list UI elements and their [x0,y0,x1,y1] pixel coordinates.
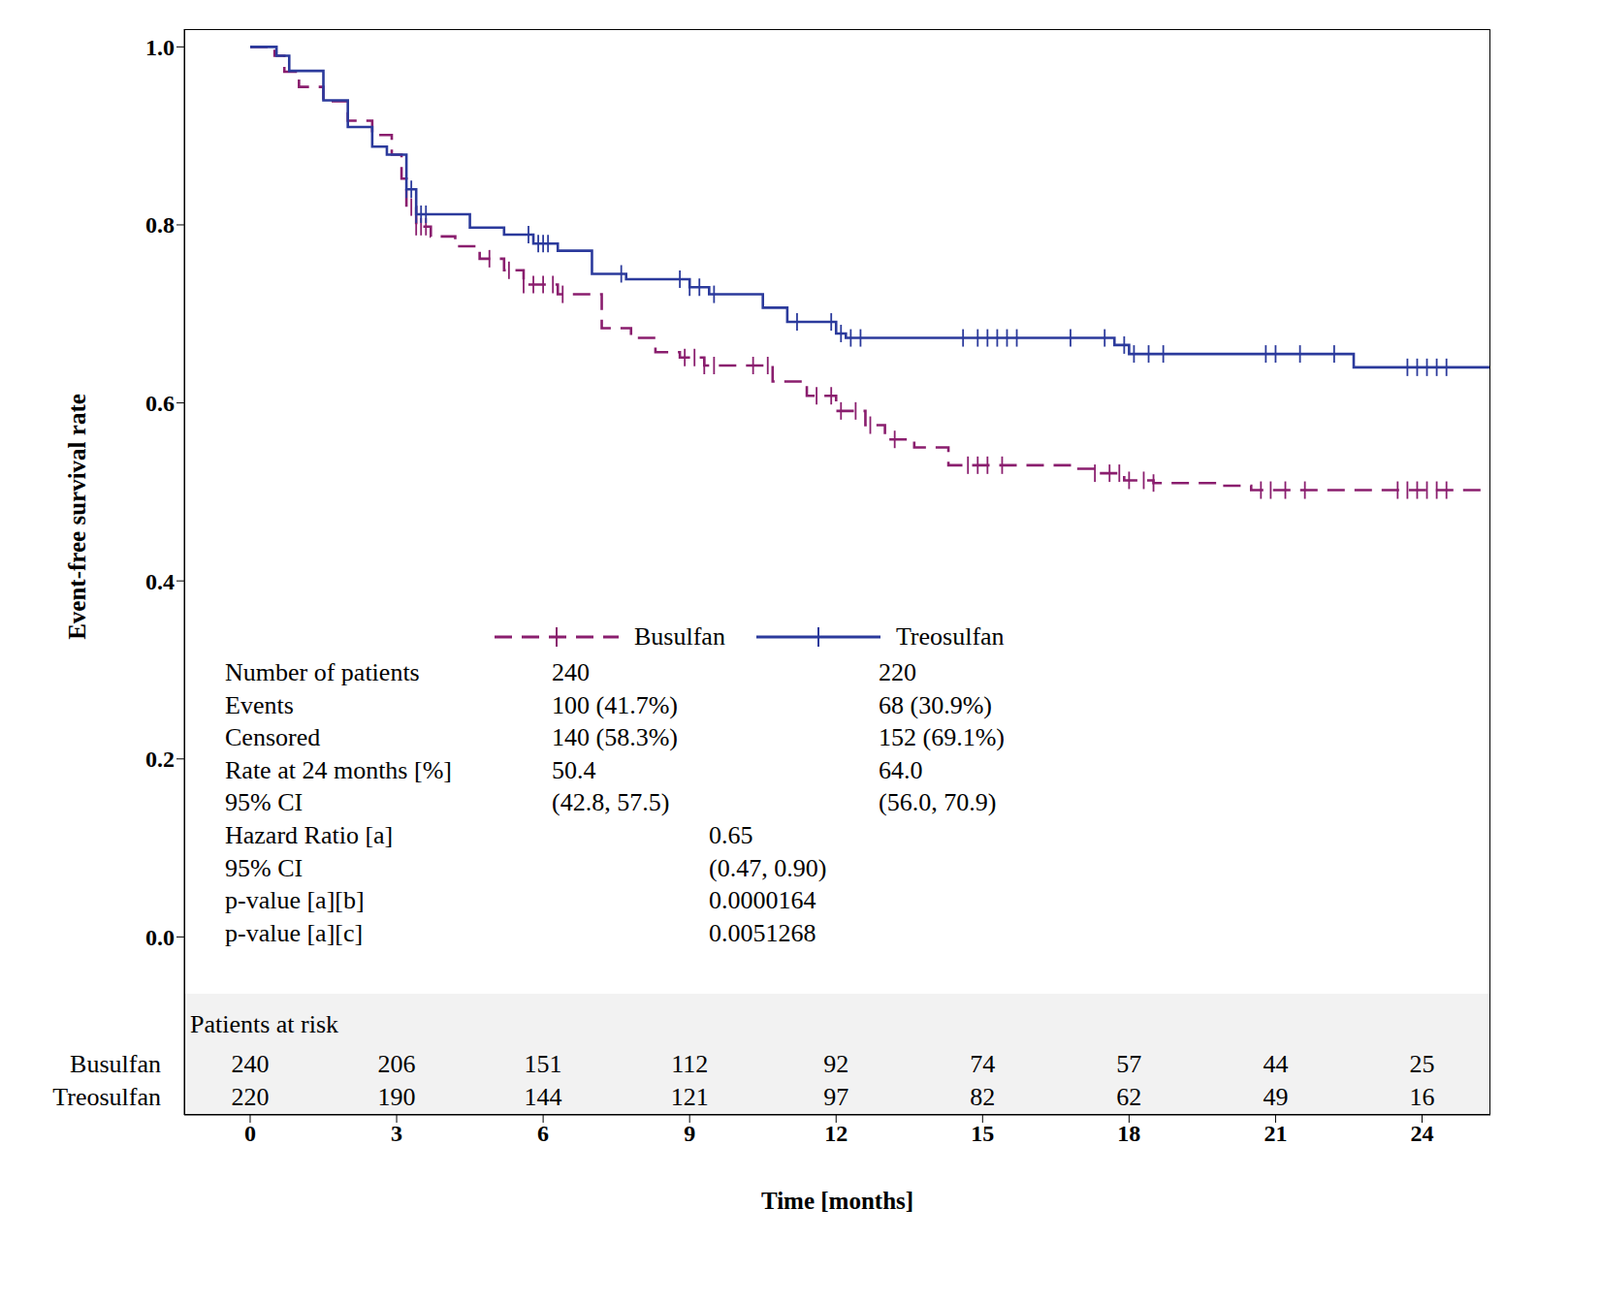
svg-text:0.6: 0.6 [145,390,175,416]
html-text:Treosulfan: Treosulfan [52,1083,161,1112]
html-text:151: 151 [524,1050,563,1079]
html-text:0.65: 0.65 [708,821,753,850]
html-text:68 (30.9%): 68 (30.9%) [878,691,992,720]
html-text:(42.8, 57.5): (42.8, 57.5) [551,788,670,817]
html-text:0.0051268: 0.0051268 [708,919,816,948]
html-text:25: 25 [1409,1050,1435,1079]
html-text:Busulfan: Busulfan [69,1050,161,1079]
html-text:220: 220 [231,1083,270,1112]
html-text:0.0000164: 0.0000164 [708,886,816,915]
html-text:Hazard Ratio [a]: Hazard Ratio [a] [224,821,394,850]
html-text:Number of patients: Number of patients [224,658,420,687]
html-text:Time [months]: Time [months] [761,1187,914,1215]
html-text:100 (41.7%): 100 (41.7%) [551,691,678,720]
html-text:Busulfan: Busulfan [634,622,726,651]
svg-text:15: 15 [970,1120,994,1147]
html-text:112: 112 [671,1050,709,1079]
html-text:Event-free survival rate: Event-free survival rate [64,393,91,640]
html-text:240: 240 [551,658,590,687]
html-text:240: 240 [231,1050,270,1079]
html-text:190: 190 [377,1083,416,1112]
html-text:50.4: 50.4 [551,756,596,785]
svg-text:12: 12 [824,1120,848,1147]
html-text:44: 44 [1262,1050,1289,1079]
html-text:Censored: Censored [224,723,321,752]
html-text:95% CI: 95% CI [224,788,303,817]
html-text:49: 49 [1262,1083,1289,1112]
svg-text:0.8: 0.8 [145,212,175,238]
html-text:74: 74 [969,1050,996,1079]
html-text:Events: Events [224,691,294,720]
html-text:Treosulfan: Treosulfan [895,622,1005,651]
html-text:220: 220 [878,658,917,687]
html-text:(0.47, 0.90): (0.47, 0.90) [708,853,827,883]
svg-text:3: 3 [390,1120,403,1147]
html-text:p-value [a][c]: p-value [a][c] [224,919,363,948]
html-text:144: 144 [524,1083,563,1112]
svg-text:0.4: 0.4 [145,569,175,595]
html-text:Rate at 24 months [%]: Rate at 24 months [%] [224,756,452,785]
svg-text:6: 6 [537,1120,549,1147]
html-text:62: 62 [1116,1083,1142,1112]
html-text:121: 121 [670,1083,709,1112]
html-text:95% CI: 95% CI [224,853,303,883]
svg-text:9: 9 [683,1120,696,1147]
svg-text:1.0: 1.0 [145,34,175,61]
svg-text:0.0: 0.0 [145,925,175,951]
svg-text:21: 21 [1263,1120,1287,1147]
html-text:206: 206 [377,1050,416,1079]
html-text:64.0: 64.0 [878,756,923,785]
html-text:140 (58.3%): 140 (58.3%) [551,723,678,752]
svg-text:0.2: 0.2 [145,746,175,772]
svg-text:18: 18 [1117,1120,1141,1147]
svg-text:0: 0 [244,1120,256,1147]
html-text:16: 16 [1409,1083,1435,1112]
html-text:57: 57 [1116,1050,1142,1079]
svg-text:24: 24 [1410,1120,1435,1147]
html-text:92: 92 [823,1050,849,1079]
html-text:152 (69.1%): 152 (69.1%) [878,723,1005,752]
html-text:97: 97 [823,1083,849,1112]
html-text:82: 82 [969,1083,996,1112]
html-text:(56.0, 70.9): (56.0, 70.9) [878,788,997,817]
html-text:p-value [a][b]: p-value [a][b] [224,886,365,915]
html-text:Patients at risk: Patients at risk [190,1010,339,1039]
